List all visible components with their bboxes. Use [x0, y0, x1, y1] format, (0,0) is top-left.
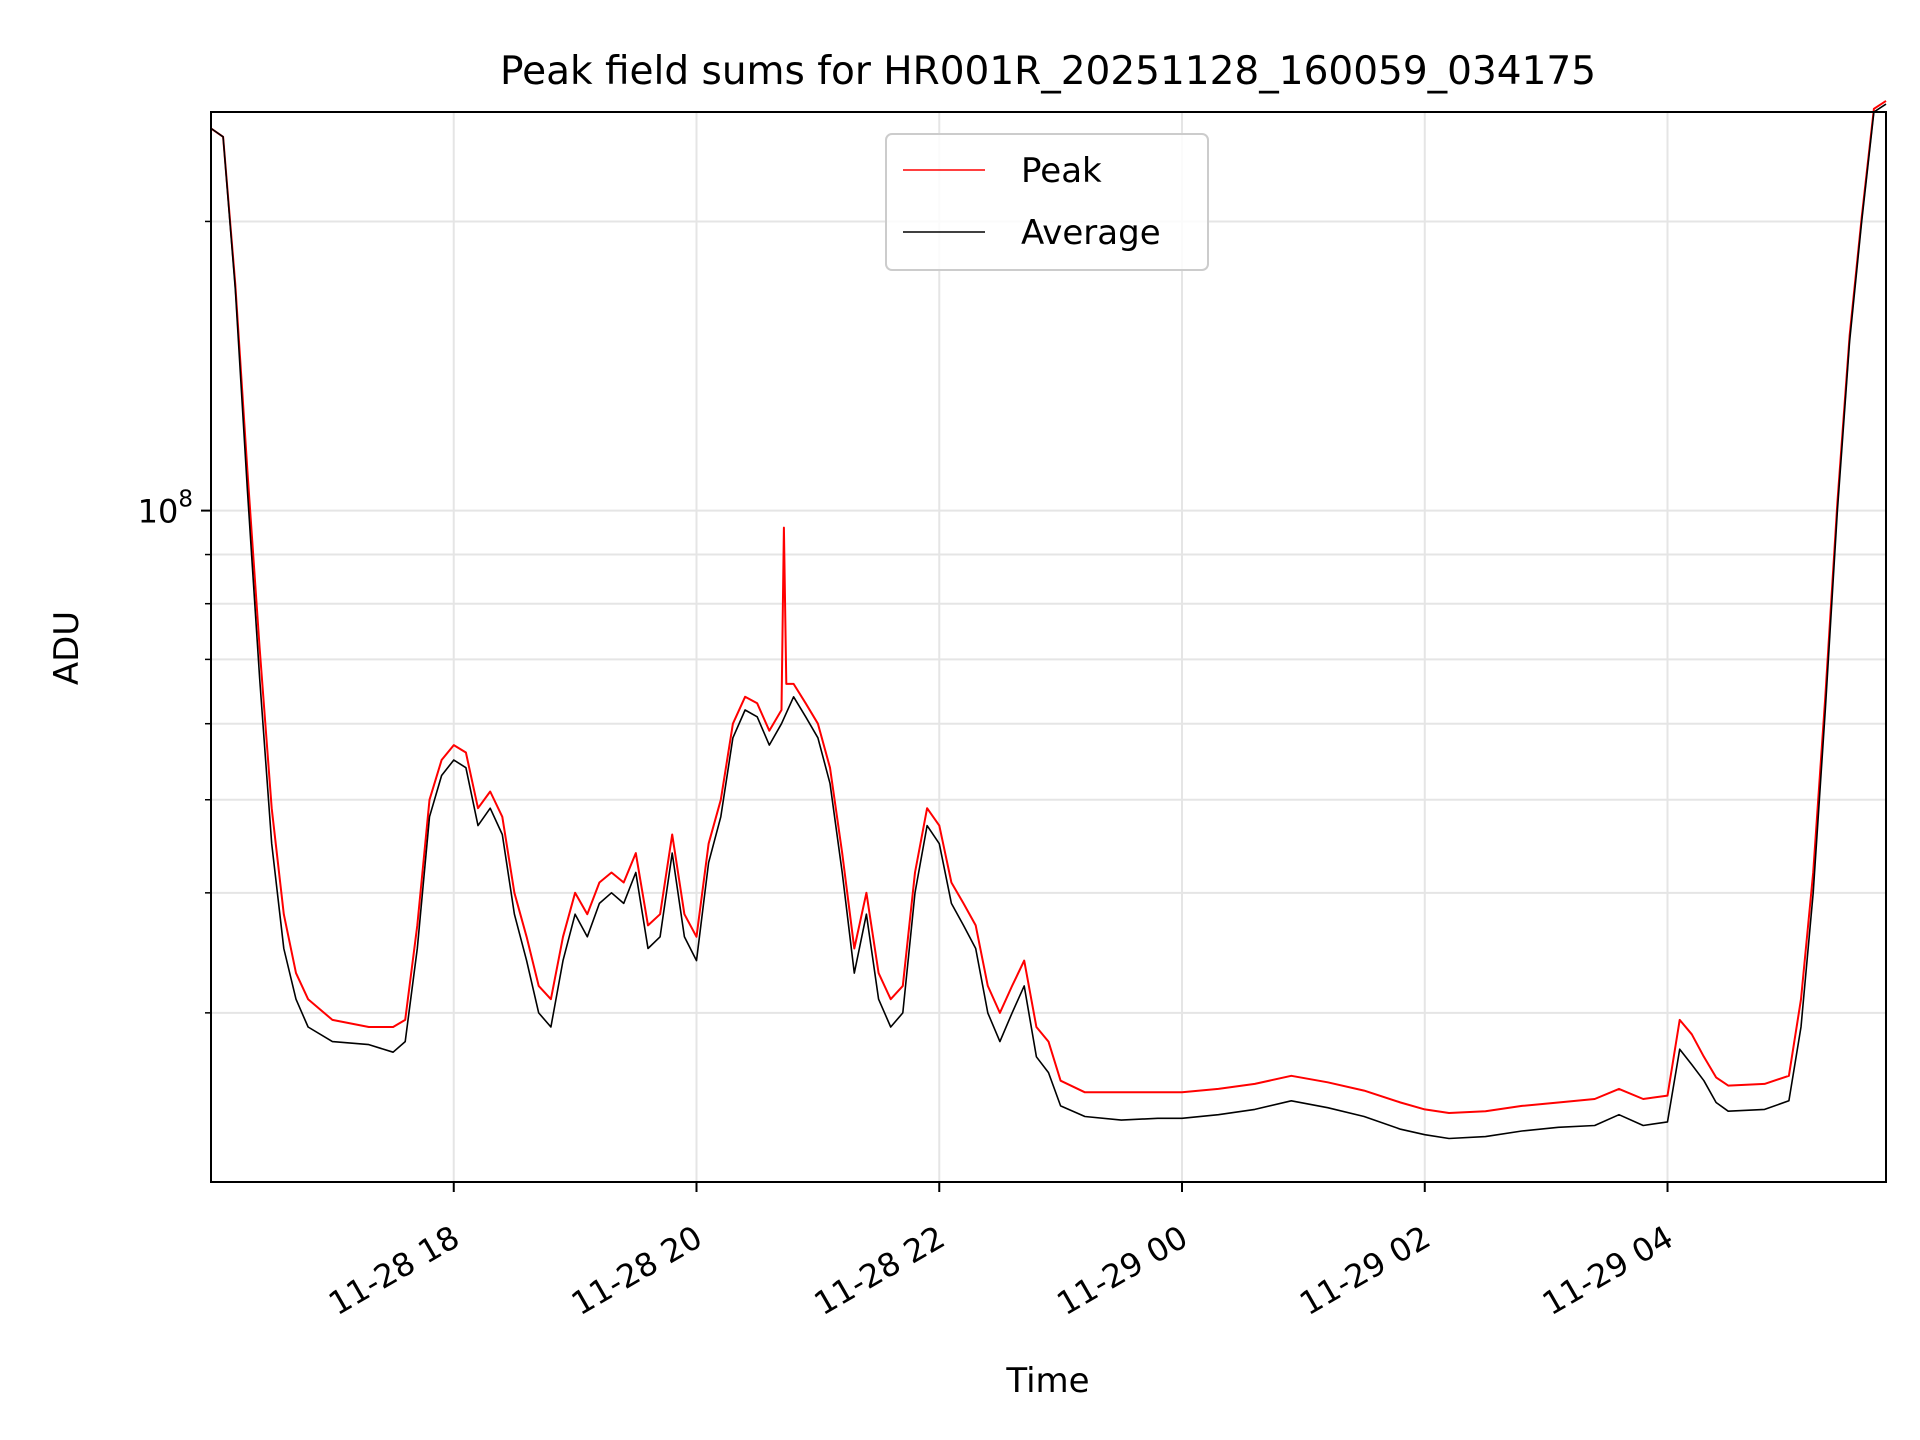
series-line-average — [210, 103, 1887, 1140]
x-axis-label: Time — [1005, 1361, 1089, 1401]
legend-label-peak: Peak — [1021, 151, 1102, 191]
legend-label-average: Average — [1021, 213, 1161, 253]
plot-frame — [210, 111, 1887, 1183]
series-group — [210, 100, 1887, 1140]
series-line-peak — [210, 100, 1887, 1114]
legend: Peak Average — [885, 133, 1209, 271]
y-tick-label: 108 — [138, 487, 193, 531]
legend-box — [885, 133, 1209, 271]
y-axis-label: ADU — [47, 611, 87, 685]
chart-title: Peak field sums for HR001R_20251128_1600… — [500, 49, 1596, 94]
